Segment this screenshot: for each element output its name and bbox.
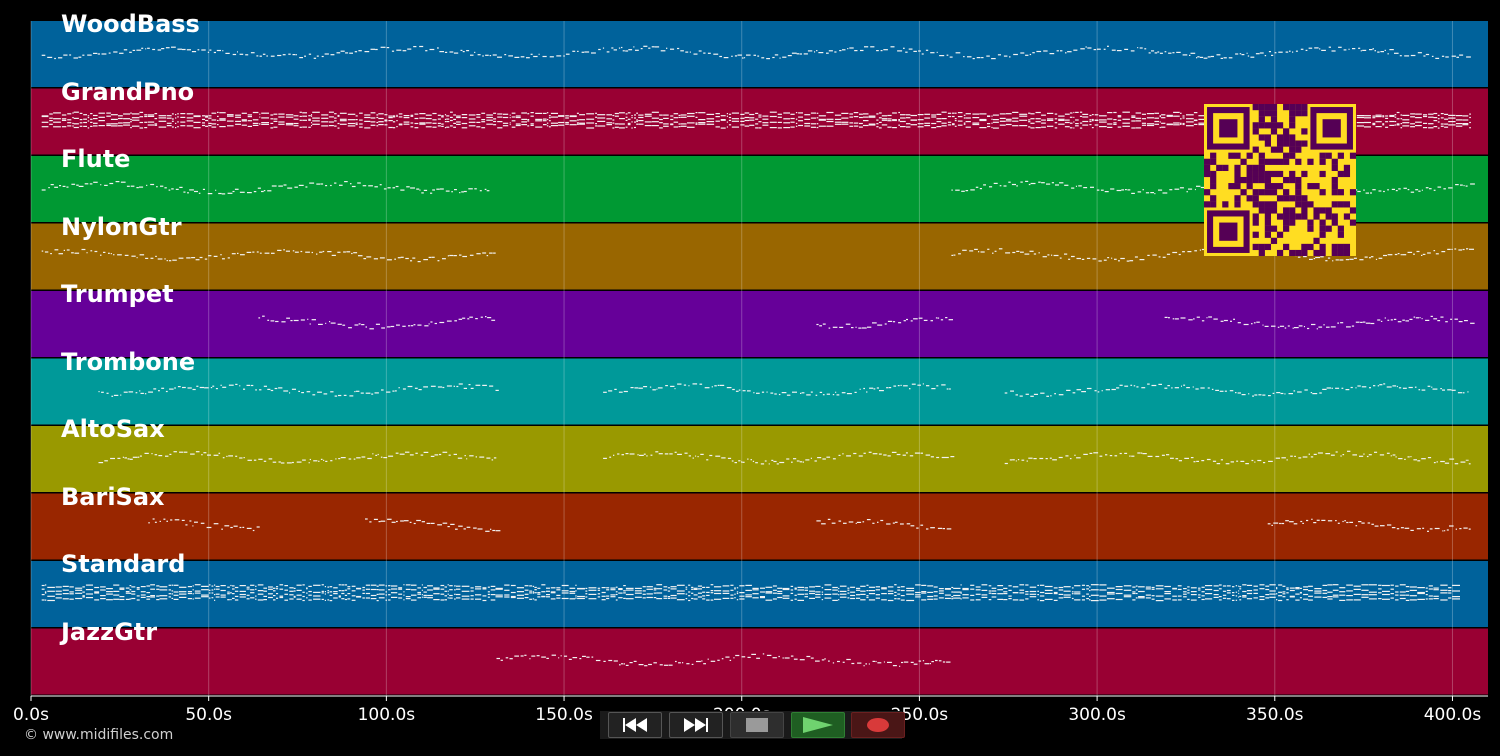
tick-label: 350.0s bbox=[1246, 705, 1304, 725]
notes-trumpet bbox=[258, 315, 1475, 330]
track-lane-woodbass bbox=[31, 21, 1488, 87]
track-lane-jazzgtr bbox=[31, 628, 1488, 695]
stop-icon bbox=[746, 718, 768, 732]
rewind-button[interactable] bbox=[608, 712, 662, 738]
track-label-jazzgtr: JazzGtr bbox=[61, 617, 158, 646]
tick-label: 100.0s bbox=[357, 705, 416, 725]
track-lane-altosax bbox=[31, 426, 1488, 492]
record-button[interactable] bbox=[851, 712, 905, 738]
track-label-woodbass: WoodBass bbox=[61, 10, 200, 38]
notes-barisax bbox=[148, 518, 1471, 532]
stop-button[interactable] bbox=[730, 712, 784, 738]
tick-label: 0.0s bbox=[13, 705, 49, 725]
tick-label: 250.0s bbox=[890, 705, 949, 725]
track-lane-trumpet bbox=[31, 291, 1488, 357]
play-icon bbox=[803, 717, 833, 733]
track-label-barisax: BariSax bbox=[61, 482, 165, 511]
track-label-trumpet: Trumpet bbox=[61, 280, 174, 308]
play-button[interactable] bbox=[791, 712, 845, 738]
fast-forward-button[interactable] bbox=[669, 712, 723, 738]
notes-standard bbox=[41, 584, 1460, 602]
track-label-nylongtr: NylonGtr bbox=[61, 212, 182, 241]
track-lane-barisax bbox=[31, 493, 1488, 560]
qr-code-image bbox=[1204, 104, 1356, 256]
track-label-standard: Standard bbox=[61, 550, 186, 578]
track-lane-standard bbox=[31, 561, 1488, 627]
playback-controls bbox=[600, 711, 905, 739]
notes-jazzgtr bbox=[496, 653, 951, 667]
tick-label: 300.0s bbox=[1068, 705, 1126, 725]
notes-woodbass bbox=[41, 45, 1471, 60]
track-label-grandpno: GrandPno bbox=[61, 77, 195, 106]
notes-trombone bbox=[98, 383, 1469, 397]
track-label-trombone: Trombone bbox=[61, 347, 196, 376]
tick-label: 400.0s bbox=[1423, 705, 1482, 725]
track-label-flute: Flute bbox=[61, 145, 131, 173]
track-label-altosax: AltoSax bbox=[61, 415, 165, 443]
tick-label: 150.0s bbox=[535, 705, 593, 725]
rewind-icon bbox=[623, 718, 647, 732]
copyright-text: © www.midifiles.com bbox=[24, 727, 174, 743]
record-icon bbox=[867, 718, 889, 732]
notes-altosax bbox=[98, 450, 1471, 465]
fast-forward-icon bbox=[684, 718, 708, 732]
track-lane-trombone bbox=[31, 358, 1488, 425]
tick-label: 50.0s bbox=[185, 705, 233, 725]
